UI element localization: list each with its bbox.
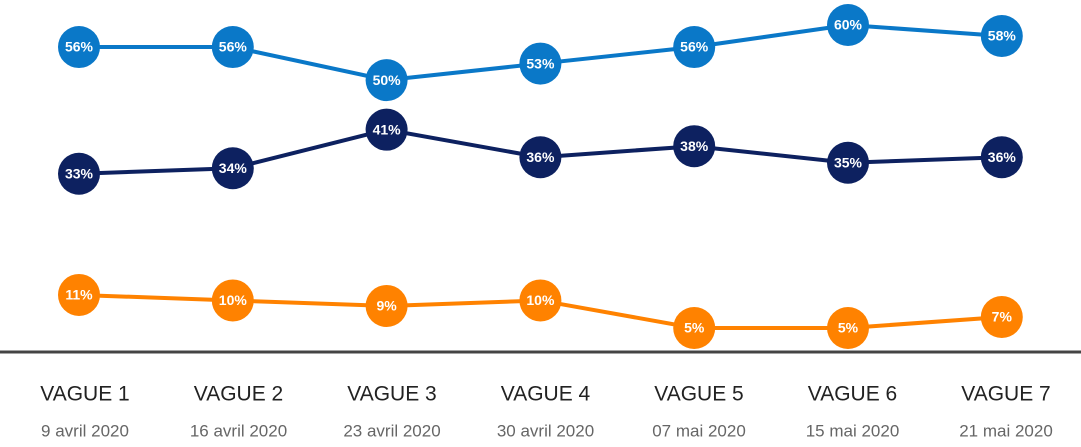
- point: [365, 284, 408, 327]
- x-tick-label: VAGUE 2: [194, 383, 283, 406]
- point: [827, 4, 869, 46]
- value-label: 33%: [65, 165, 94, 181]
- point: [211, 147, 254, 190]
- point: [519, 136, 562, 179]
- value-label: 7%: [992, 309, 1013, 325]
- x-tick-sublabel: 30 avril 2020: [497, 421, 594, 440]
- value-label: 41%: [373, 121, 402, 137]
- x-tick-label: VAGUE 5: [654, 383, 743, 406]
- value-label: 35%: [834, 154, 863, 170]
- value-label: 56%: [680, 39, 709, 55]
- value-label: 10%: [526, 292, 555, 308]
- point: [58, 26, 100, 69]
- x-tick-sublabel: 15 mai 2020: [806, 421, 900, 440]
- point: [827, 307, 869, 349]
- point: [365, 108, 408, 151]
- point: [58, 152, 100, 195]
- value-label: 5%: [684, 320, 705, 336]
- value-label: 5%: [838, 320, 859, 336]
- value-label: 38%: [680, 138, 709, 154]
- point: [673, 26, 716, 69]
- point: [673, 125, 716, 168]
- value-label: 56%: [65, 39, 94, 55]
- x-tick-sublabel: 23 avril 2020: [343, 421, 440, 440]
- point: [980, 15, 1023, 58]
- value-label: 36%: [988, 149, 1017, 165]
- value-label: 50%: [373, 72, 402, 88]
- point: [519, 42, 562, 85]
- x-tick-sublabel: 21 mai 2020: [959, 421, 1053, 440]
- point: [58, 273, 100, 316]
- value-label: 60%: [834, 17, 863, 33]
- value-label: 58%: [988, 28, 1017, 44]
- value-label: 34%: [219, 160, 248, 176]
- x-tick-label: VAGUE 4: [501, 383, 591, 406]
- point: [519, 279, 562, 322]
- x-tick-sublabel: 16 avril 2020: [190, 421, 287, 440]
- point: [827, 141, 869, 184]
- point: [365, 59, 408, 102]
- x-tick-sublabel: 07 mai 2020: [652, 421, 746, 440]
- value-label: 9%: [376, 298, 397, 314]
- x-tick-label: VAGUE 7: [961, 383, 1050, 406]
- value-label: 53%: [526, 55, 555, 71]
- value-label: 11%: [65, 287, 93, 303]
- point: [211, 279, 254, 322]
- point: [673, 307, 716, 349]
- x-tick-label: VAGUE 1: [40, 383, 129, 406]
- x-tick-label: VAGUE 6: [808, 383, 897, 406]
- value-label: 36%: [526, 149, 555, 165]
- point: [980, 295, 1023, 338]
- point: [211, 26, 254, 69]
- x-tick-sublabel: 9 avril 2020: [41, 421, 129, 440]
- x-tick-label: VAGUE 3: [347, 383, 436, 406]
- value-label: 56%: [219, 39, 248, 55]
- point: [980, 136, 1023, 179]
- value-label: 10%: [219, 292, 248, 308]
